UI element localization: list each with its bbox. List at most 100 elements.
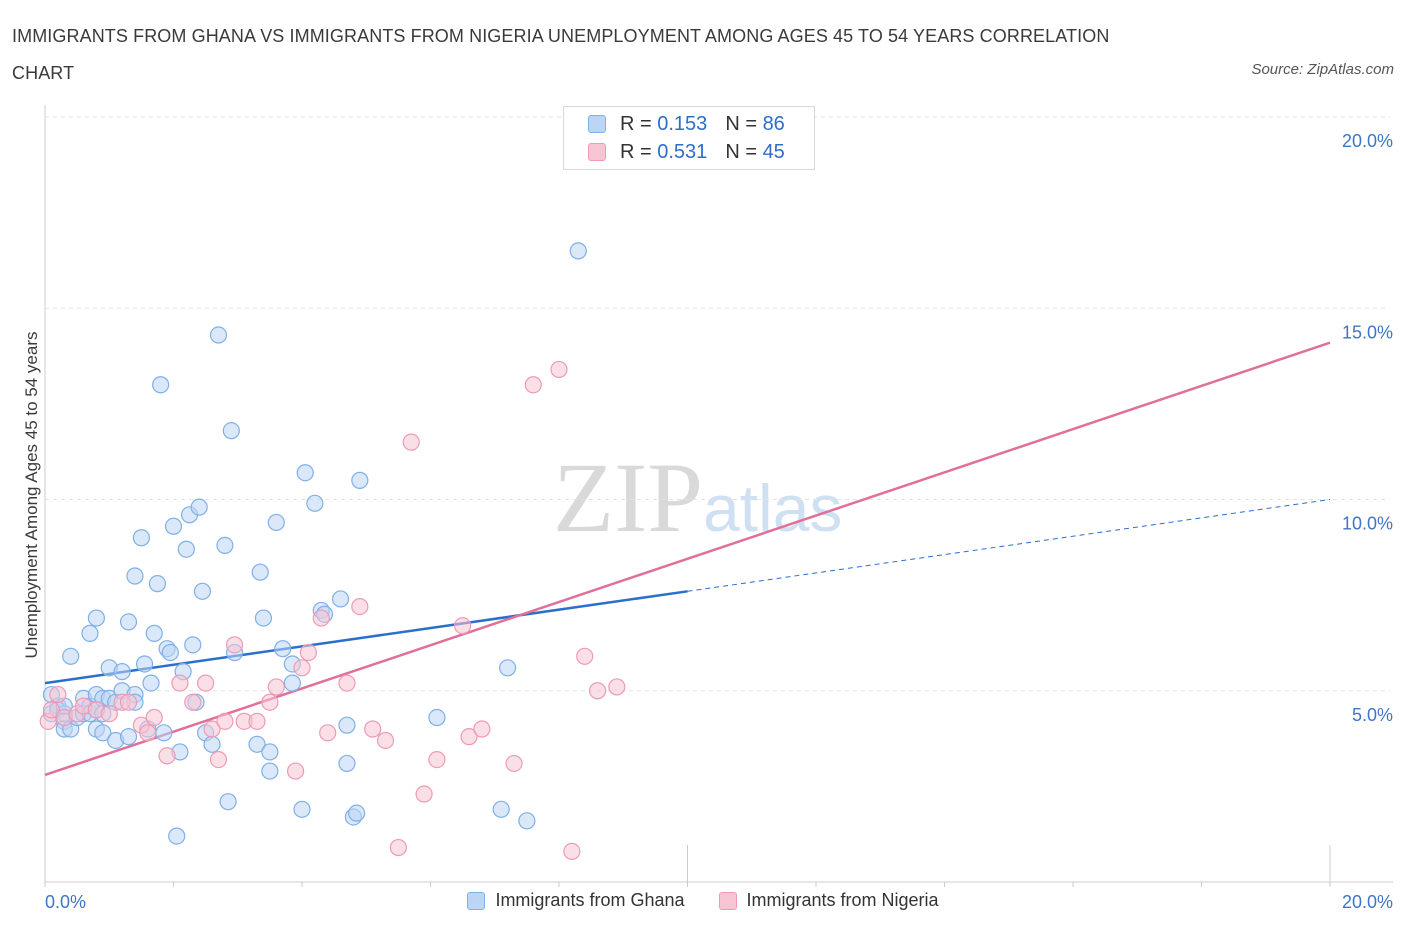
ghana-point-57: [216, 536, 234, 555]
nigeria-point-40: [473, 720, 491, 738]
nigeria-point-2: [49, 685, 67, 704]
ghana-point-70: [293, 800, 311, 818]
ghana-point-22: [94, 724, 112, 742]
series-legend: Immigrants from Ghana Immigrants from Ni…: [0, 890, 1406, 911]
nigeria-point-27: [299, 643, 318, 662]
nigeria-point-46: [588, 682, 607, 700]
ghana-point-30: [119, 613, 138, 631]
nigeria-legend-swatch: [718, 891, 737, 910]
ghana-point-84: [518, 812, 536, 830]
nigeria-legend-label: Immigrants from Nigeria: [746, 890, 939, 910]
nigeria-point-39: [460, 728, 478, 746]
nigeria-point-12: [145, 708, 163, 727]
ghana-n-value: 86: [762, 112, 785, 135]
nigeria-trend-line: [44, 341, 1331, 777]
ghana-point-29: [119, 728, 138, 746]
nigeria-point-42: [524, 376, 542, 394]
ghana-point-33: [126, 567, 144, 585]
ghana-point-44: [164, 517, 183, 535]
nigeria-point-18: [209, 750, 228, 769]
nigeria-point-14: [171, 674, 189, 692]
nigeria-point-19: [216, 712, 234, 730]
nigeria-r-value: 0.531: [657, 140, 708, 163]
legend-item-ghana[interactable]: Immigrants from Ghana: [467, 890, 685, 911]
watermark-atlas: atlas: [703, 471, 843, 545]
nigeria-point-45: [576, 647, 594, 665]
nigeria-point-23: [261, 693, 279, 711]
ghana-legend-swatch: [467, 891, 486, 910]
nigeria-point-22: [248, 712, 266, 730]
watermark: ZIPatlas: [553, 440, 842, 555]
ghana-point-72: [306, 494, 324, 512]
nigeria-point-47: [608, 678, 626, 696]
ghana-point-75: [331, 590, 350, 608]
chart-title: IMMIGRANTS FROM GHANA VS IMMIGRANTS FROM…: [12, 26, 1110, 83]
ghana-point-65: [261, 762, 279, 780]
nigeria-point-30: [338, 674, 356, 692]
ghana-point-85: [569, 242, 587, 260]
y-tick-label-20: 20.0%: [1342, 131, 1393, 151]
nigeria-point-36: [415, 785, 433, 803]
ghana-point-28: [113, 663, 131, 681]
nigeria-point-9: [119, 693, 138, 711]
ghana-point-55: [203, 735, 221, 753]
ghana-point-71: [296, 464, 314, 482]
nigeria-point-37: [428, 750, 446, 769]
nigeria-point-32: [364, 720, 382, 738]
nigeria-n-value: 45: [762, 140, 785, 163]
nigeria-point-29: [319, 724, 337, 742]
data-points: [39, 108, 793, 861]
ghana-trend-extension: [687, 499, 1331, 592]
ghana-point-34: [132, 529, 150, 547]
ghana-point-64: [261, 743, 279, 761]
nigeria-point-35: [402, 433, 420, 451]
ghana-point-80: [351, 471, 369, 489]
ghana-point-59: [222, 422, 240, 440]
y-tick-label-10: 10.0%: [1342, 514, 1393, 534]
ghana-r-value: 0.153: [657, 112, 708, 135]
ghana-point-69: [283, 674, 301, 692]
ghana-point-35: [135, 655, 154, 673]
nigeria-point-24: [267, 678, 285, 696]
nigeria-point-33: [376, 731, 395, 750]
ghana-point-50: [184, 636, 202, 654]
ghana-point-48: [177, 540, 195, 558]
legend-item-nigeria[interactable]: Immigrants from Nigeria: [718, 890, 939, 911]
ghana-point-67: [274, 640, 292, 658]
ghana-point-38: [145, 624, 163, 642]
ghana-point-39: [148, 575, 167, 593]
nigeria-point-13: [158, 747, 176, 765]
gridlines: [45, 116, 1390, 692]
ghana-point-61: [248, 735, 266, 753]
nigeria-point-26: [293, 659, 311, 677]
x-tick-label-min: 0.0%: [45, 892, 86, 912]
ghana-legend-label: Immigrants from Ghana: [495, 890, 685, 910]
nigeria-point-34: [389, 838, 407, 857]
ghana-point-83: [492, 800, 510, 818]
correlation-legend: R = 0.153 N = 86 R = 0.531 N = 45: [563, 106, 815, 170]
nigeria-point-20: [225, 636, 244, 654]
legend-row-nigeria: R = 0.531 N = 45: [588, 140, 785, 164]
nigeria-point-17: [203, 720, 221, 738]
nigeria-point-11: [139, 724, 157, 742]
ghana-point-41: [155, 724, 173, 742]
ghana-point-79: [348, 804, 366, 822]
ghana-point-82: [499, 659, 517, 677]
nigeria-point-7: [100, 705, 118, 723]
nigeria-point-28: [312, 609, 330, 627]
ghana-point-45: [168, 827, 186, 845]
nigeria-swatch: [588, 143, 606, 161]
legend-row-ghana: R = 0.153 N = 86: [588, 112, 785, 136]
ghana-point-37: [142, 674, 160, 692]
x-tick-label-max: 20.0%: [1342, 892, 1393, 912]
ghana-point-77: [338, 716, 356, 734]
ghana-point-63: [254, 609, 273, 627]
nigeria-point-1: [42, 701, 61, 719]
ghana-point-53: [193, 582, 212, 600]
ghana-point-40: [152, 376, 170, 394]
ghana-point-76: [338, 754, 356, 773]
tick-labels: 5.0% 10.0% 15.0% 20.0% 0.0% 20.0%: [45, 131, 1393, 912]
nigeria-point-38: [454, 617, 472, 635]
ghana-point-52: [190, 498, 208, 516]
